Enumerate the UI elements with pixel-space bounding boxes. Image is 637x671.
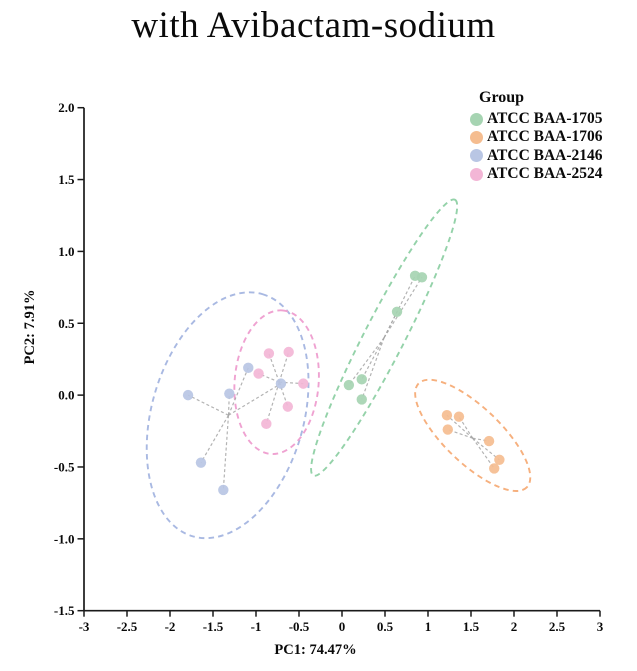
legend-swatch-icon bbox=[470, 112, 483, 126]
x-tick-label: -1.5 bbox=[203, 619, 224, 634]
legend-item-label: ATCC BAA-2524 bbox=[487, 165, 603, 183]
spider-line bbox=[200, 414, 229, 463]
x-tick-label: -1 bbox=[251, 619, 262, 634]
legend-swatch-icon bbox=[470, 149, 483, 163]
y-tick-label: -1.5 bbox=[54, 603, 75, 618]
confidence-ellipse bbox=[310, 198, 459, 477]
legend-item: ATCC BAA-1706 bbox=[463, 128, 635, 146]
spider-line bbox=[361, 337, 385, 400]
legend-item-label: ATCC BAA-2146 bbox=[487, 146, 603, 164]
spider-line bbox=[472, 437, 495, 469]
data-point bbox=[253, 368, 264, 379]
spider-line bbox=[383, 276, 423, 338]
x-tick-label: -0.5 bbox=[289, 619, 310, 634]
legend-item-label: ATCC BAA-1705 bbox=[487, 110, 603, 128]
legend-item: ATCC BAA-2146 bbox=[463, 147, 635, 165]
x-tick-label: 2 bbox=[511, 619, 518, 634]
data-point bbox=[494, 454, 505, 465]
legend-swatch-icon bbox=[470, 130, 483, 144]
spider-line bbox=[348, 337, 385, 386]
y-tick-label: -1.0 bbox=[54, 531, 75, 546]
x-tick-label: 1.5 bbox=[463, 619, 480, 634]
data-point bbox=[356, 394, 367, 405]
data-point bbox=[416, 272, 428, 283]
data-point bbox=[218, 484, 229, 496]
data-point bbox=[442, 424, 453, 435]
x-tick-label: 2.5 bbox=[549, 619, 566, 634]
spider-line bbox=[446, 414, 474, 439]
spider-line bbox=[187, 394, 229, 416]
data-point bbox=[182, 389, 194, 401]
spider-line bbox=[228, 383, 282, 416]
legend-item-label: ATCC BAA-1706 bbox=[487, 128, 603, 146]
legend-title: Group bbox=[479, 89, 525, 106]
x-tick-label: -2 bbox=[165, 619, 176, 634]
y-tick-label: 2.0 bbox=[58, 100, 74, 115]
data-point bbox=[483, 435, 495, 447]
spider-line bbox=[279, 381, 304, 385]
x-tick-label: 1 bbox=[425, 619, 432, 634]
spider-line bbox=[222, 415, 230, 491]
y-tick-label: 1.0 bbox=[58, 244, 74, 259]
data-point bbox=[243, 362, 254, 374]
y-axis-label: PC2: 7.91% bbox=[21, 289, 38, 365]
chart-title: with Avibactam-sodium bbox=[131, 5, 496, 46]
confidence-ellipse bbox=[145, 291, 310, 540]
data-point bbox=[489, 463, 500, 474]
x-tick-label: 0.5 bbox=[377, 619, 394, 634]
data-point bbox=[356, 374, 367, 385]
spider-line bbox=[472, 437, 500, 461]
spider-line bbox=[458, 416, 474, 439]
spider-line bbox=[361, 337, 385, 380]
data-point bbox=[263, 348, 275, 359]
y-tick-label: 1.5 bbox=[58, 172, 75, 187]
y-tick-label: -0.5 bbox=[54, 459, 75, 474]
data-point bbox=[283, 346, 294, 358]
x-tick-label: 0 bbox=[339, 619, 346, 634]
legend-rows: ATCC BAA-1705 ATCC BAA-1706 ATCC BAA-2146 A… bbox=[463, 110, 635, 183]
data-point bbox=[282, 401, 294, 412]
data-point bbox=[391, 306, 403, 317]
legend-item: ATCC BAA-1705 bbox=[463, 110, 635, 128]
x-tick-label: 3 bbox=[597, 619, 604, 634]
spider-line bbox=[472, 437, 490, 442]
x-axis-label: PC1: 74.47% bbox=[274, 642, 357, 658]
spider-line bbox=[278, 381, 289, 407]
confidence-ellipse bbox=[414, 378, 532, 492]
data-point bbox=[224, 388, 235, 399]
data-point bbox=[261, 418, 272, 430]
data-point bbox=[453, 411, 465, 422]
confidence-ellipse bbox=[233, 309, 320, 455]
legend: Group ATCC BAA-1705 ATCC BAA-1706 ATCC BAA… bbox=[463, 89, 635, 183]
x-tick-label: -2.5 bbox=[117, 619, 138, 634]
spider-line bbox=[265, 382, 280, 425]
data-point bbox=[275, 378, 287, 389]
data-point bbox=[441, 410, 453, 421]
x-tick-label: -3 bbox=[79, 619, 90, 634]
y-tick-label: 0.0 bbox=[58, 388, 74, 403]
data-point bbox=[195, 457, 207, 468]
legend-swatch-icon bbox=[470, 167, 483, 181]
legend-item: ATCC BAA-2524 bbox=[463, 165, 635, 183]
y-tick-label: 0.5 bbox=[58, 316, 75, 331]
data-point bbox=[343, 379, 355, 391]
data-point bbox=[298, 378, 309, 389]
